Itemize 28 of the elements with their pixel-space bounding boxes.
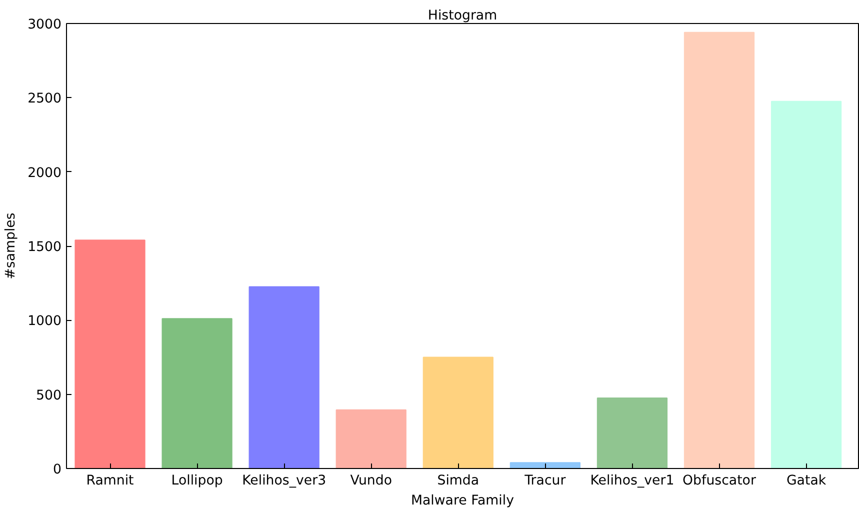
y-tick-label: 2000 <box>28 166 62 181</box>
bar <box>510 462 580 468</box>
y-tick-label: 3000 <box>28 18 62 32</box>
bar <box>422 356 494 468</box>
x-tick-label: Obfuscator <box>682 474 756 488</box>
y-tick-label: 500 <box>36 388 62 404</box>
bar <box>248 286 320 468</box>
bar <box>684 32 755 468</box>
bar <box>162 318 232 468</box>
bar <box>596 398 668 468</box>
x-tick-label: Kelihos_ver3 <box>242 474 326 488</box>
x-tick-label: Tracur <box>524 474 566 488</box>
x-tick-label: Simda <box>437 474 480 488</box>
y-tick-label: 1000 <box>28 314 62 330</box>
bar <box>770 100 842 468</box>
bar <box>336 409 406 468</box>
chart-title: Histogram <box>428 8 498 24</box>
x-tick-label: Kelihos_ver1 <box>590 474 674 488</box>
x-tick-label: Ramnit <box>86 474 134 488</box>
bar <box>74 240 146 468</box>
y-axis-title: #samples <box>4 212 19 280</box>
y-tick-label: 2500 <box>28 92 62 107</box>
x-tick-label: Lollipop <box>171 474 223 488</box>
x-tick-label: Gatak <box>786 474 826 488</box>
y-tick-label: 0 <box>53 462 62 478</box>
y-tick-label: 1500 <box>28 240 62 255</box>
x-tick-label: Vundo <box>350 474 392 488</box>
x-axis-title: Malware Family <box>411 494 514 508</box>
